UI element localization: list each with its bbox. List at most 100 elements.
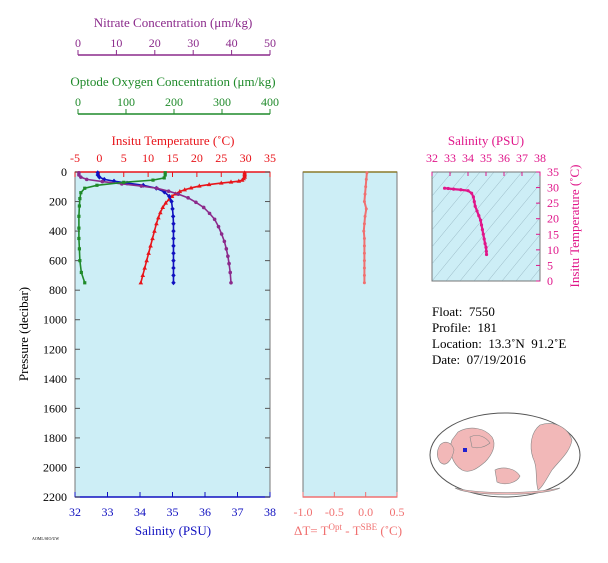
ts-density-contour — [432, 172, 495, 248]
nitrate-concentration-point — [216, 224, 221, 229]
nitrate-concentration-point — [207, 211, 212, 216]
ts-point — [483, 242, 487, 246]
nitrate-concentration-point — [228, 270, 233, 275]
oxygen-axis: Optode Oxygen Concentration (μm/kg) 0 100… — [70, 74, 279, 115]
world-map-inset — [429, 412, 581, 498]
optode-oxygen-concentration-point — [78, 196, 82, 201]
nitrate-concentration-point — [176, 192, 181, 196]
delta-t-line — [362, 172, 368, 283]
insitu-temperature-point — [228, 179, 234, 184]
footer-note: AOML/SIO/UW — [32, 536, 59, 541]
insitu-temperature-point — [218, 180, 224, 185]
ts-point — [443, 186, 447, 190]
main-profile-panel: Insitu Temperature (˚C) -5 0 5 10 15 20 25 30 35… — [16, 133, 397, 538]
delta-t-point — [363, 214, 367, 218]
pressure-tick-label: 1600 — [43, 401, 67, 415]
optode-oxygen-concentration-point — [83, 281, 87, 285]
delta-t-point — [363, 192, 367, 196]
ts-point — [475, 209, 479, 213]
nitrate-concentration-point — [229, 280, 233, 285]
insitu-temperature-point — [144, 258, 149, 263]
nitrate-concentration-point — [222, 239, 227, 244]
insitu-temperature-point — [236, 178, 242, 183]
oxygen-axis-label: Optode Oxygen Concentration (μm/kg) — [70, 74, 275, 89]
float-location-marker — [463, 448, 467, 452]
delta-t-panel: -1.0 -0.5 0.0 0.5 ΔT= TOpt - TSBE (˚C) — [294, 171, 405, 538]
insitu-temperature-point — [158, 210, 163, 215]
optode-oxygen-concentration-point — [79, 270, 83, 275]
insitu-temperature-point — [206, 182, 212, 187]
insitu-temperature-point — [154, 221, 159, 226]
optode-oxygen-concentration-point — [163, 171, 167, 175]
nitrate-concentration-point — [139, 184, 144, 188]
insitu-temperature-point — [182, 187, 187, 192]
temperature-axis-label: Insitu Temperature (˚C) — [111, 133, 234, 148]
ts-density-contour — [529, 268, 540, 281]
delta-t-point — [362, 251, 366, 255]
pressure-tick-label: 400 — [49, 224, 67, 238]
ts-point — [459, 188, 463, 192]
delta-t-tick-label: 0.5 — [390, 505, 405, 519]
nitrate-concentration-point — [79, 175, 83, 179]
ts-temperature-tick-label: 15 — [547, 227, 559, 241]
optode-oxygen-concentration-point — [122, 180, 126, 184]
salinity-tick-label: 36 — [199, 505, 211, 519]
temperature-tick-label: 25 — [215, 151, 227, 165]
ts-point — [473, 204, 477, 208]
optode-oxygen-concentration-point — [77, 204, 81, 208]
optode-oxygen-concentration-point — [77, 214, 81, 218]
ts-density-contour — [432, 172, 481, 231]
nitrate-tick-label: 40 — [226, 36, 238, 50]
nitrate-concentration-point — [84, 177, 89, 182]
ts-density-contour — [432, 172, 523, 281]
temperature-tick-label: 30 — [240, 151, 252, 165]
nitrate-tick-label: 20 — [149, 36, 161, 50]
nitrate-tick-label: 50 — [264, 36, 276, 50]
ts-density-contour — [432, 172, 467, 214]
salinity-tick-label: 33 — [102, 505, 114, 519]
ts-density-contour — [445, 172, 537, 281]
optode-oxygen-concentration-point — [163, 173, 167, 177]
salinity-point — [171, 272, 176, 278]
delta-t-tick-label: -1.0 — [294, 505, 313, 519]
ts-point — [466, 189, 470, 193]
nitrate-axis-label: Nitrate Concentration (μm/kg) — [94, 15, 253, 30]
nitrate-concentration-point — [201, 205, 206, 210]
delta-t-point — [364, 207, 368, 211]
optode-oxygen-concentration-point — [151, 178, 155, 182]
nitrate-tick-label: 30 — [187, 36, 199, 50]
ts-point — [471, 195, 475, 199]
ts-density-contour — [487, 217, 540, 281]
salinity-tick-label: 34 — [134, 505, 146, 519]
ts-point — [484, 252, 489, 257]
optode-oxygen-concentration-point — [79, 191, 83, 195]
salinity-point — [171, 228, 176, 234]
optode-oxygen-concentration-point — [162, 176, 166, 180]
ts-point — [484, 249, 488, 254]
ts-salinity-tick-label: 37 — [516, 151, 528, 165]
ts-salinity-tick-label: 38 — [534, 151, 546, 165]
salinity-point — [162, 189, 167, 195]
ts-temperature-tick-label: 10 — [547, 243, 559, 257]
ts-temperature-tick-label: 0 — [547, 274, 553, 288]
delta-t-point — [364, 177, 368, 181]
ts-temperature-tick-label: 30 — [547, 181, 559, 195]
location: Location: 13.3˚N 91.2˚E — [432, 336, 567, 351]
temperature-tick-label: 15 — [167, 151, 179, 165]
delta-t-point — [362, 200, 366, 204]
ts-salinity-tick-label: 36 — [498, 151, 510, 165]
pressure-axis-label: Pressure (decibar) — [16, 287, 31, 381]
ts-salinity-tick-label: 35 — [480, 151, 492, 165]
insitu-temperature-point — [239, 177, 245, 182]
ts-temperature-tick-label: 25 — [547, 196, 559, 210]
nitrate-axis: Nitrate Concentration (μm/kg) 0 10 20 30 40 5… — [75, 15, 276, 56]
pressure-tick-label: 1200 — [43, 342, 67, 356]
pressure-tick-label: 1800 — [43, 431, 67, 445]
optode-oxygen-concentration-point — [77, 247, 81, 251]
nitrate-tick-label: 0 — [75, 36, 81, 50]
ts-salinity-tick-label: 32 — [426, 151, 438, 165]
salinity-point — [171, 243, 176, 249]
ts-density-contour — [432, 172, 453, 197]
delta-t-point — [365, 171, 369, 175]
float-number: Float: 7550 — [432, 304, 495, 319]
